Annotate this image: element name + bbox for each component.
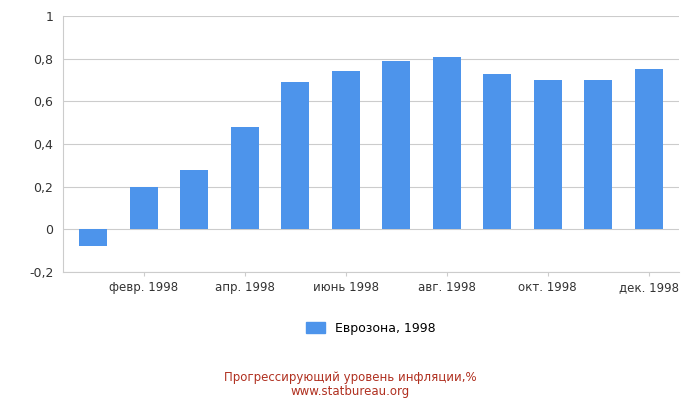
- Bar: [534, 80, 561, 229]
- Bar: [281, 82, 309, 229]
- Bar: [382, 61, 410, 229]
- Bar: [433, 56, 461, 229]
- Legend: Еврозона, 1998: Еврозона, 1998: [301, 317, 441, 340]
- Bar: [79, 229, 107, 246]
- Bar: [584, 80, 612, 229]
- Bar: [332, 72, 360, 229]
- Bar: [635, 69, 663, 229]
- Text: Прогрессирующий уровень инфляции,%: Прогрессирующий уровень инфляции,%: [224, 372, 476, 384]
- Bar: [231, 127, 259, 229]
- Text: www.statbureau.org: www.statbureau.org: [290, 386, 410, 398]
- Bar: [483, 74, 511, 229]
- Bar: [181, 170, 208, 229]
- Bar: [130, 187, 158, 229]
